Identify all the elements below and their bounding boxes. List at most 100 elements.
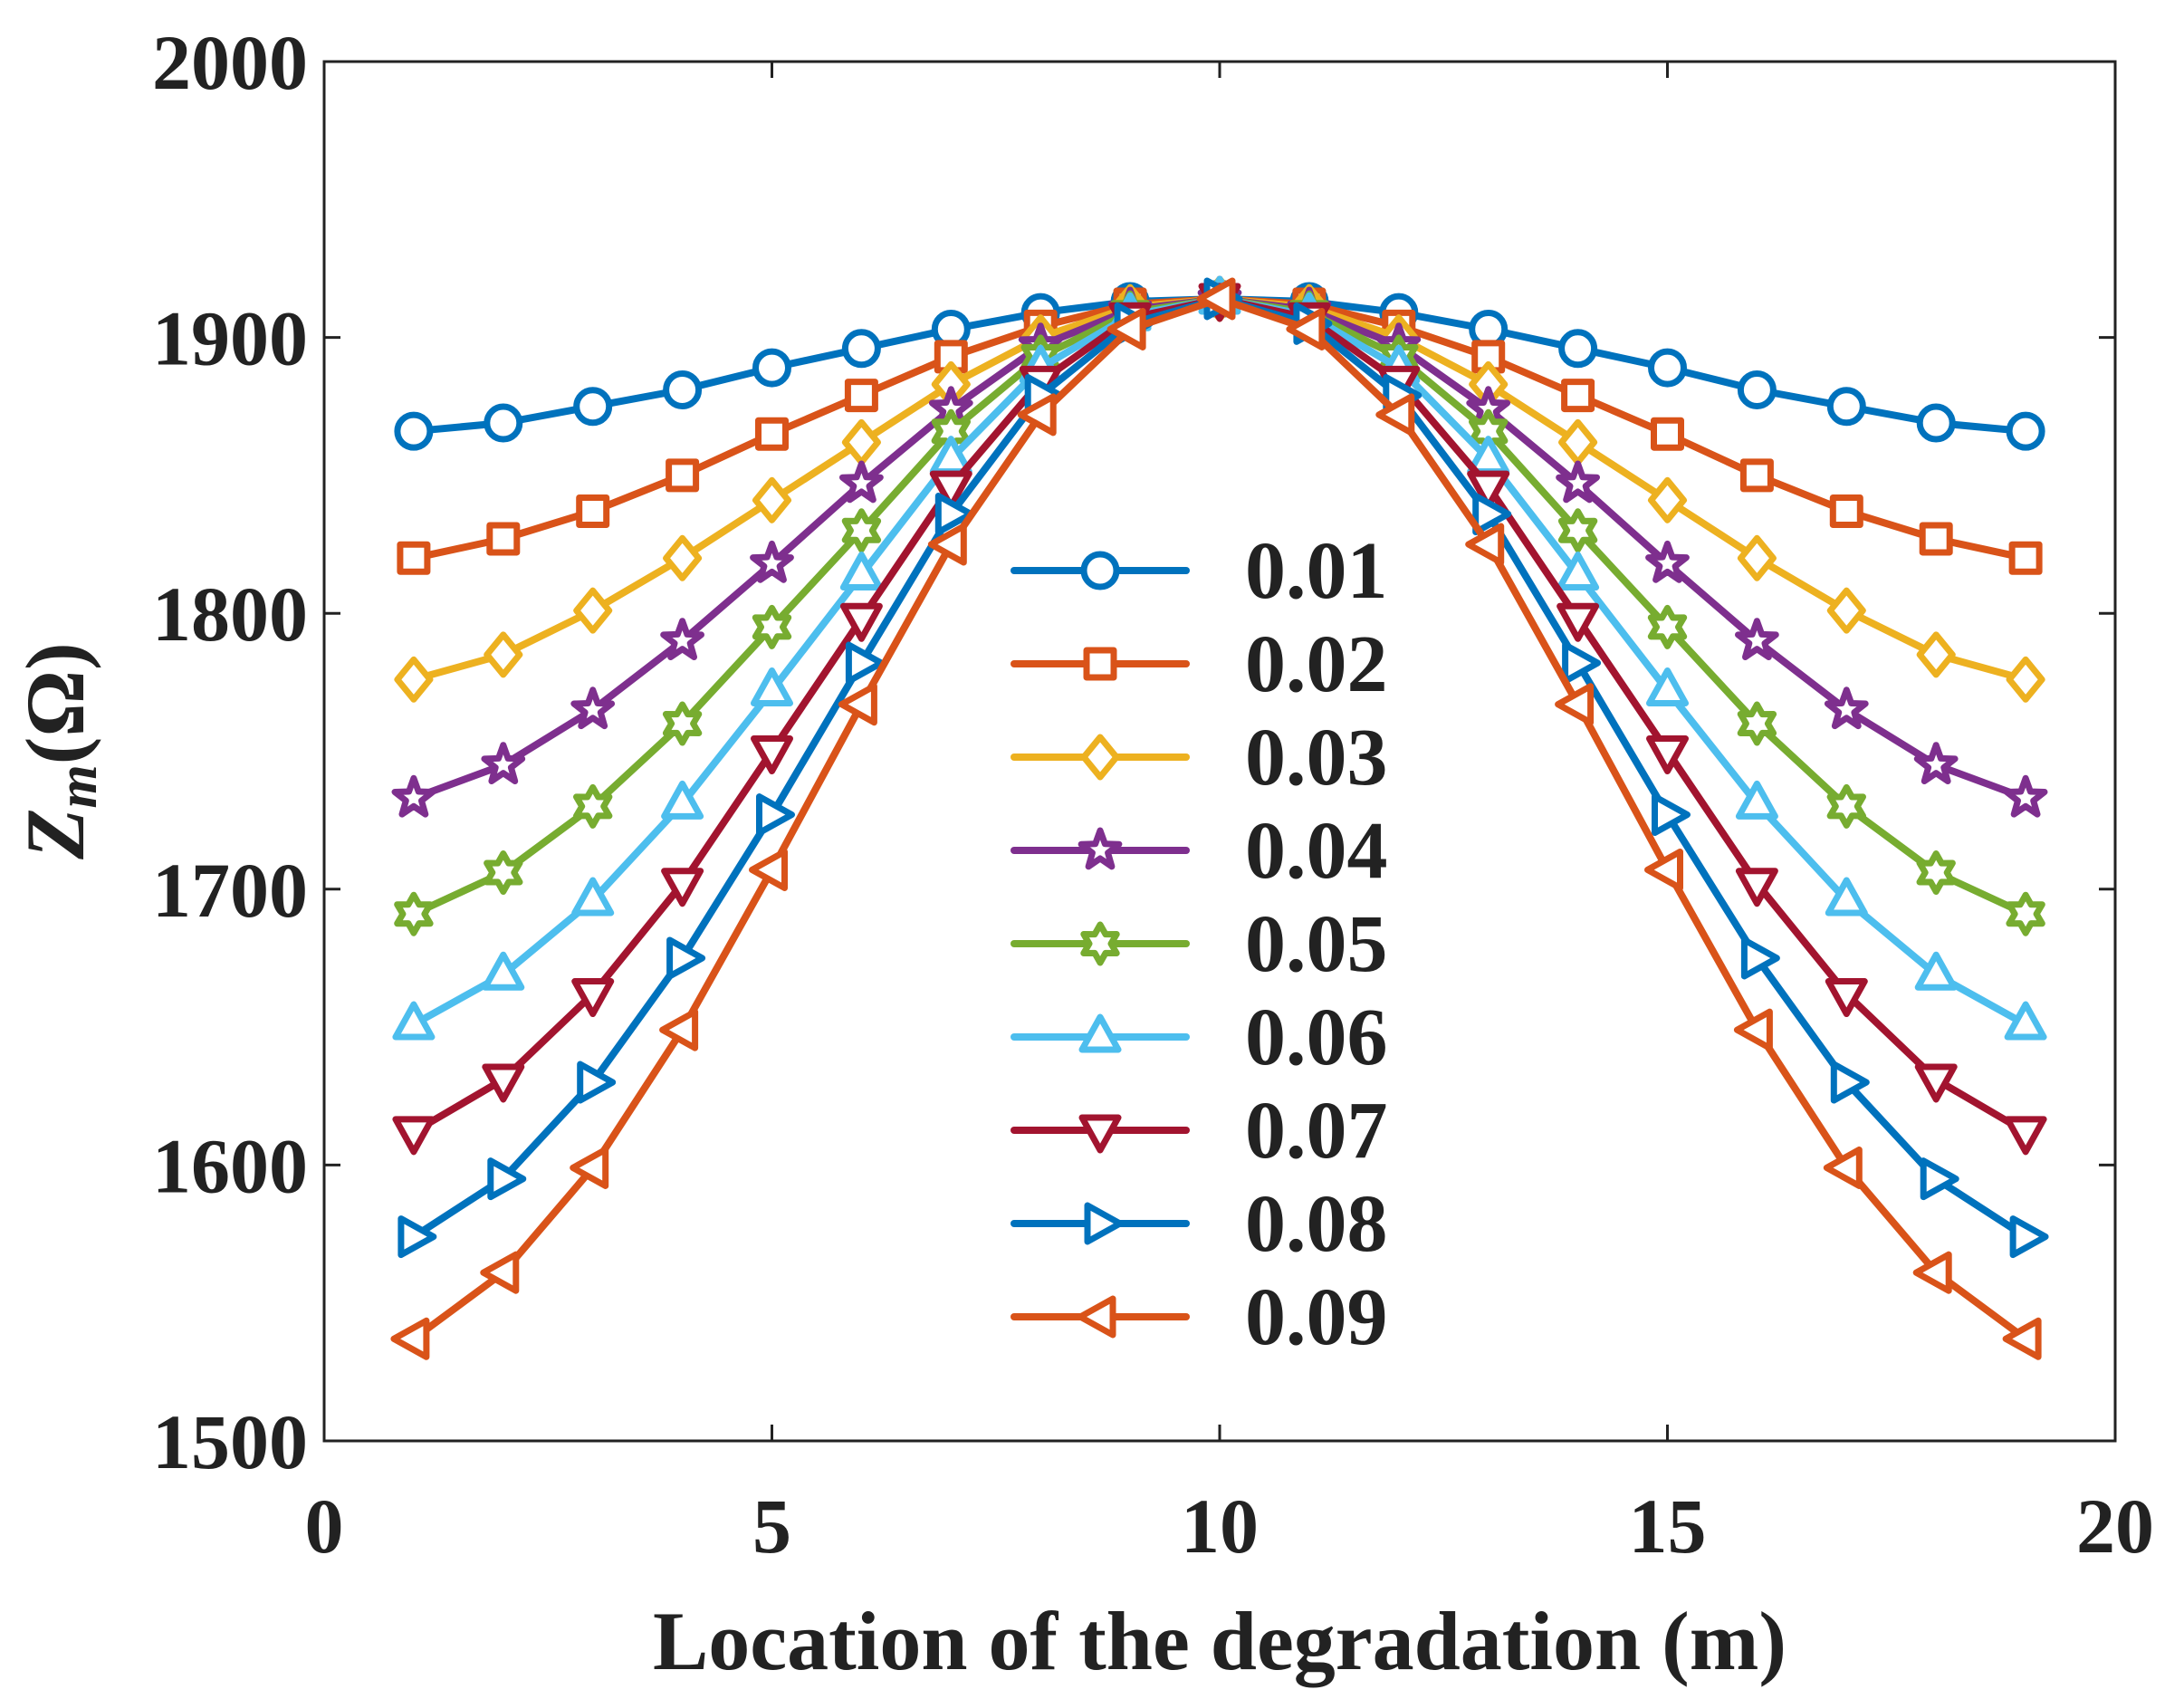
data-point: [1562, 641, 1602, 685]
legend-entry-0.09: 0.09: [1011, 1272, 1388, 1362]
data-point: [1823, 1146, 1863, 1189]
y-axis-label: Zm(Ω): [9, 642, 109, 859]
data-point: [1648, 476, 1687, 523]
data-point: [1919, 522, 1953, 556]
data-point: [571, 978, 615, 1018]
data-point: [2008, 541, 2043, 575]
y-axis-label-unit: (Ω): [9, 642, 101, 764]
x-tick-label: 20: [2076, 1483, 2154, 1569]
legend-label: 0.04: [1245, 806, 1388, 896]
data-point: [841, 418, 881, 466]
data-point: [927, 523, 967, 566]
data-point: [390, 1317, 430, 1360]
legend-label: 0.02: [1245, 619, 1388, 709]
legend-label: 0.08: [1245, 1179, 1388, 1269]
legend-marker: [1078, 827, 1123, 870]
data-point: [666, 458, 700, 493]
data-point: [1557, 602, 1600, 642]
data-point: [1644, 848, 1683, 891]
data-point: [1196, 277, 1236, 321]
data-point: [663, 370, 703, 409]
data-point: [1557, 508, 1598, 553]
legend-entry-0.01: 0.01: [1011, 526, 1388, 616]
data-point: [839, 602, 883, 642]
data-point: [661, 780, 704, 820]
series-0.07: [392, 283, 2047, 1156]
data-point: [484, 850, 523, 895]
data-point: [484, 403, 523, 443]
series-line-0.07: [409, 295, 2030, 1136]
data-point: [1825, 877, 1868, 917]
data-point: [755, 417, 789, 451]
legend-entry-0.04: 0.04: [1011, 806, 1388, 896]
y-tick-label: 1700: [152, 847, 308, 934]
y-axis-label-sub: m: [47, 764, 109, 808]
series-line-0.04: [409, 295, 2030, 802]
data-point: [1555, 683, 1595, 726]
data-point: [1465, 523, 1505, 566]
data-point: [2004, 1001, 2047, 1041]
data-point: [1646, 667, 1689, 706]
data-point: [749, 848, 788, 891]
data-point: [1106, 307, 1146, 350]
x-tick-label: 5: [752, 1483, 791, 1569]
y-tick-label: 1500: [152, 1398, 308, 1485]
series-0.01: [394, 279, 2045, 451]
legend-marker: [1078, 1013, 1122, 1053]
x-tick-label: 0: [305, 1483, 344, 1569]
data-point: [1825, 978, 1868, 1018]
data-point: [934, 493, 974, 536]
legend-label: 0.06: [1245, 993, 1388, 1082]
legend-label: 0.05: [1245, 899, 1388, 989]
data-point: [2004, 1116, 2047, 1156]
legend-entry-0.07: 0.07: [1011, 1086, 1388, 1176]
data-point: [1737, 370, 1777, 409]
y-tick-label: 1900: [152, 295, 308, 382]
data-point: [1017, 393, 1057, 437]
data-point: [1735, 780, 1778, 820]
data-point: [573, 587, 613, 634]
series-0.06: [392, 275, 2047, 1041]
data-point: [1651, 417, 1684, 451]
data-point: [570, 1146, 609, 1189]
data-point: [1826, 387, 1866, 427]
data-point: [1920, 1157, 1959, 1201]
data-point: [1826, 783, 1866, 829]
data-point: [1557, 552, 1600, 591]
data-point: [838, 683, 877, 726]
data-point: [1561, 379, 1595, 413]
series-line-0.02: [409, 295, 2030, 562]
series-0.05: [394, 276, 2045, 936]
data-point: [1648, 348, 1687, 388]
data-point: [1652, 793, 1691, 837]
data-point: [571, 877, 615, 917]
data-point: [2006, 656, 2045, 703]
series-0.04: [391, 275, 2048, 818]
data-point: [1737, 701, 1777, 746]
data-point: [570, 686, 616, 730]
legend-marker: [1080, 734, 1120, 781]
data-point: [659, 1008, 699, 1051]
data-point: [660, 618, 704, 660]
data-point: [1645, 540, 1690, 583]
data-point: [394, 411, 434, 451]
data-point: [1735, 868, 1778, 907]
data-point: [2006, 411, 2045, 451]
data-point: [756, 793, 795, 837]
data-point: [481, 742, 526, 784]
data-point: [1914, 1063, 1958, 1103]
data-point: [577, 1061, 617, 1104]
data-point: [1824, 686, 1869, 730]
legend-marker: [1080, 551, 1120, 590]
data-point: [487, 1157, 527, 1201]
data-point: [1467, 470, 1510, 510]
data-point: [1472, 493, 1512, 536]
legend-marker: [1078, 1114, 1122, 1154]
data-point: [392, 1116, 436, 1156]
data-point: [482, 1063, 525, 1103]
legend-entry-0.06: 0.06: [1011, 993, 1388, 1082]
series-0.09: [390, 277, 2042, 1360]
data-point: [1733, 1008, 1773, 1051]
data-point: [1826, 587, 1866, 634]
